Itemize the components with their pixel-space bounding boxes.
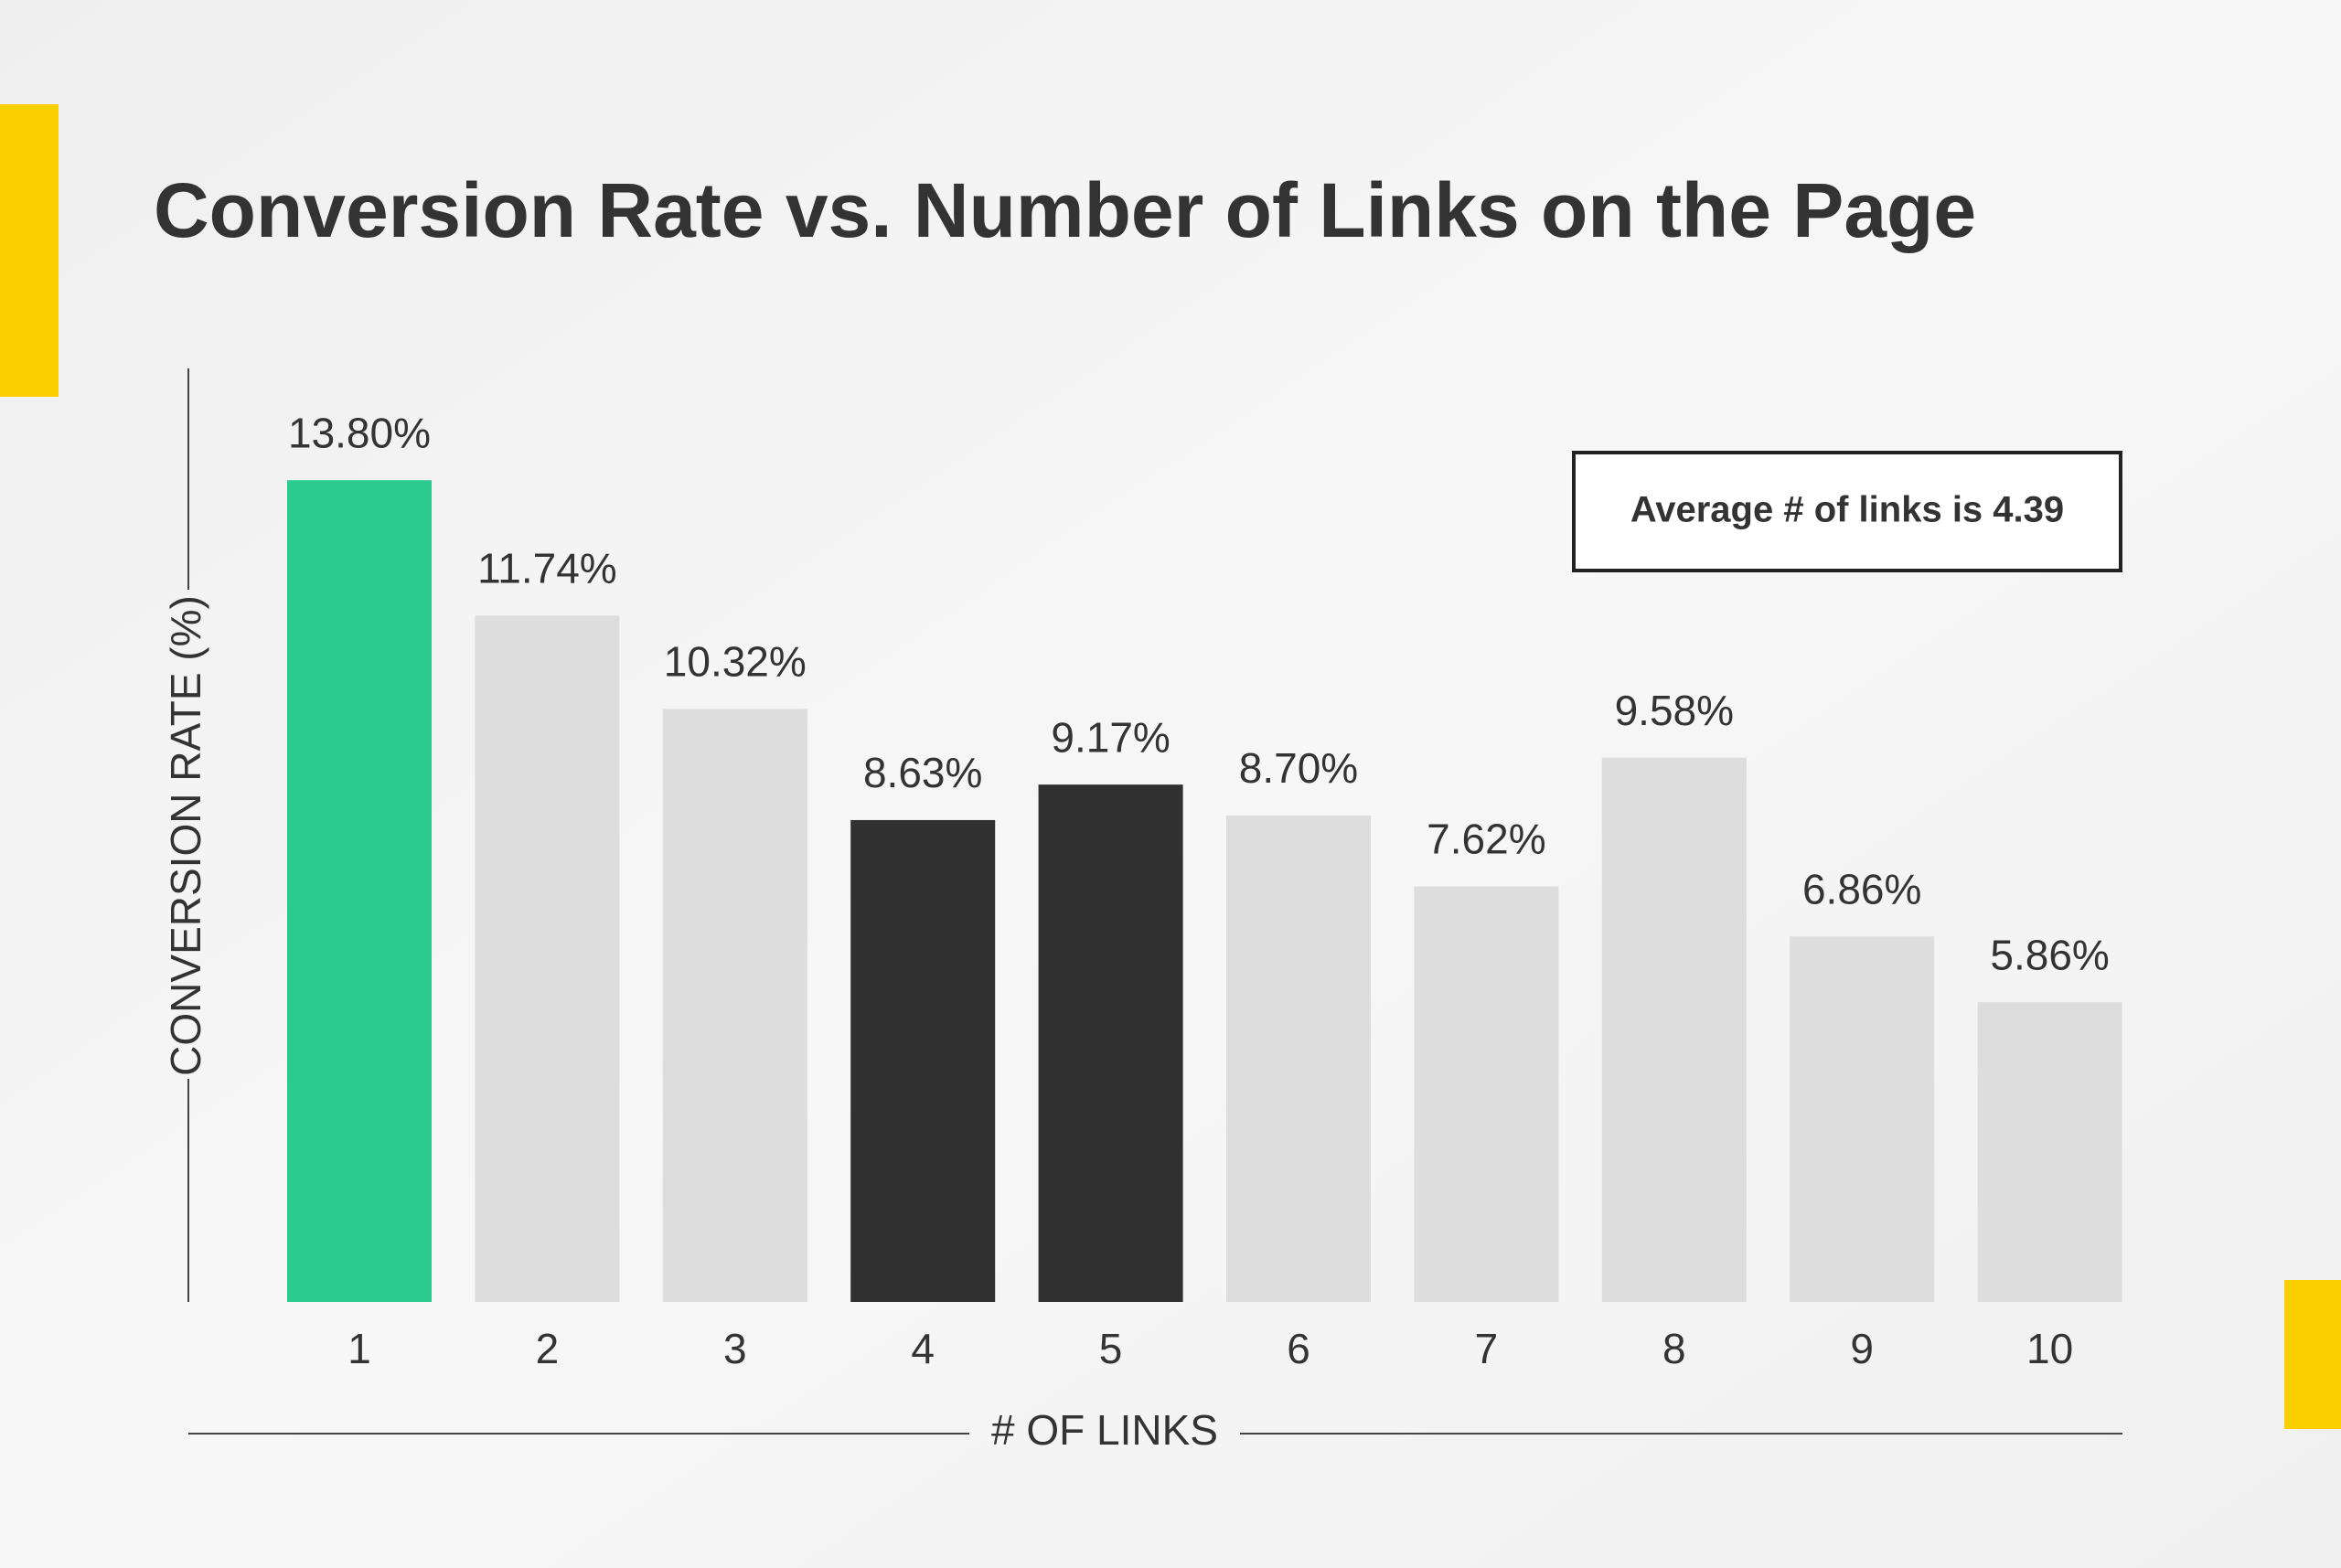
x-axis-label: # OF LINKS (991, 1406, 1218, 1454)
bar (1977, 1002, 2122, 1302)
value-label: 10.32% (664, 638, 807, 686)
x-tick-label: 5 (1099, 1325, 1123, 1372)
annotation-box (1572, 451, 2122, 572)
x-tick-label: 9 (1850, 1325, 1874, 1372)
value-label: 6.86% (1802, 865, 1921, 912)
bar (1414, 886, 1559, 1302)
bar (475, 615, 620, 1302)
bar (287, 480, 432, 1302)
bar (1226, 815, 1371, 1302)
annotation: Average # of links is 4.39 (1630, 490, 2064, 530)
x-tick-label: 3 (723, 1325, 747, 1372)
x-tick-label: 2 (536, 1325, 560, 1372)
bar (1601, 757, 1747, 1302)
bar (1790, 936, 1935, 1302)
value-label: 9.58% (1615, 687, 1734, 734)
x-tick-label: 6 (1287, 1325, 1310, 1372)
x-tick-label: 1 (347, 1325, 371, 1372)
bar (850, 819, 996, 1302)
value-label: 8.70% (1239, 744, 1358, 792)
x-tick-label: 4 (911, 1325, 935, 1372)
x-tick-label: 8 (1662, 1325, 1686, 1372)
value-label: 8.63% (863, 749, 982, 796)
value-label: 11.74% (477, 545, 617, 592)
x-tick-label: 10 (2026, 1325, 2073, 1372)
bar (1038, 784, 1183, 1302)
accent-bar (0, 104, 59, 397)
value-label: 9.17% (1051, 713, 1170, 761)
chart-title: Conversion Rate vs. Number of Links on t… (154, 167, 1976, 253)
value-label: 5.86% (1990, 931, 2109, 978)
value-label: 7.62% (1427, 816, 1545, 863)
y-axis-label: CONVERSION RATE (%) (162, 595, 209, 1076)
value-label: 13.80% (288, 409, 431, 456)
bar (662, 709, 807, 1302)
accent-bar (2284, 1280, 2341, 1429)
x-tick-label: 7 (1475, 1325, 1499, 1372)
